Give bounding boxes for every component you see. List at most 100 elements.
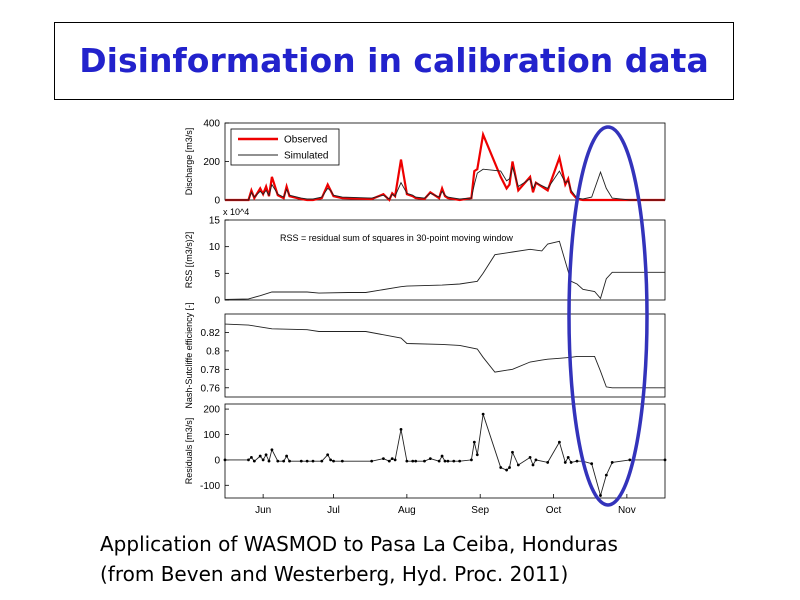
rss-series-rss [224,240,665,300]
highlight-ellipse [567,125,649,507]
residuals-point [452,459,456,463]
residuals-point [428,457,432,461]
residuals-point [370,459,374,463]
residuals-point [414,459,418,463]
residuals-point [472,440,476,444]
residuals-point [382,457,385,461]
title-box: Disinformation in calibration data [54,22,734,100]
nash-sutcliffe-ylabel: Nash-Sutcliffe efficiency [-] [184,302,194,408]
residuals-point [628,458,632,462]
residuals-point [252,459,256,463]
legend-label-observed: Observed [284,135,327,146]
xtick-label-jun: Jun [255,505,271,516]
discharge-ytick-label: 400 [203,119,220,130]
residuals-ytick-label: 200 [203,405,220,416]
residuals-point [531,463,535,467]
rss-axes-frame [224,219,666,301]
discharge-ytick-label: 200 [203,157,220,168]
residuals-point [458,459,462,463]
xtick-label-sep: Sep [471,505,489,516]
residuals-point [390,457,394,461]
xtick-label-oct: Oct [546,505,562,516]
residuals-point [276,459,280,463]
discharge-ytick-label: 0 [214,196,220,207]
residuals-point [393,458,397,462]
residuals-point [411,459,415,463]
residuals-point [247,458,250,462]
discharge-ylabel: Discharge [m3/s] [184,128,194,196]
residuals-point [599,494,602,497]
residuals-axes-frame [224,403,666,499]
residuals-point [405,459,409,463]
residuals-point [282,459,286,463]
slide-title: Disinformation in calibration data [79,41,709,80]
legend-box [230,128,340,166]
nash-sutcliffe-ytick-label: 0.78 [201,365,221,376]
residuals-point [332,459,335,463]
residuals-point [499,466,503,469]
nash-sutcliffe-ytick-label: 0.8 [206,346,220,357]
residuals-point [305,459,309,463]
residuals-point [505,468,508,472]
residuals-point [320,459,324,463]
residuals-point [258,454,262,458]
residuals-point [590,462,594,466]
residuals-point [610,461,614,464]
residuals-point [569,461,573,464]
residuals-point [528,455,532,459]
residuals-point [663,458,667,462]
residuals-point [270,448,274,452]
residuals-point [558,440,561,444]
residuals-point [511,450,514,454]
legend-label-simulated: Simulated [284,151,328,162]
residuals-point [311,459,315,463]
residuals-point [261,458,265,462]
xtick-label-nov: Nov [618,505,636,516]
rss-ytick-label: 0 [214,296,220,307]
residuals-point [534,458,538,462]
residuals-point [437,459,441,463]
residuals-point [481,412,485,416]
residuals-point [475,453,479,457]
residuals-point [250,455,253,459]
caption-line-2: (from Beven and Westerberg, Hyd. Proc. 2… [100,562,569,586]
discharge-series-simulated [225,165,665,201]
residuals-point [440,454,444,458]
residuals-point [329,458,332,462]
residuals-point [566,455,570,459]
residuals-point [604,473,608,477]
residuals-point [299,459,303,463]
residuals-point [387,459,391,463]
rss-ylabel: RSS [(m3/s)2] [184,232,194,289]
residuals-point [264,453,268,457]
rss-ytick-label: 5 [214,269,220,280]
caption-line-1: Application of WASMOD to Pasa La Ceiba, … [100,532,618,556]
residuals-point [516,463,520,467]
residuals-point [470,458,473,462]
nash-sutcliffe-ytick-label: 0.76 [201,383,221,394]
rss-ytick-label: 15 [209,216,221,227]
xtick-label-jul: Jul [327,505,340,516]
residuals-point [267,459,271,463]
residuals-point [563,461,567,464]
residuals-point [288,459,291,463]
residuals-point [508,466,511,469]
residuals-point [223,458,227,462]
nash-sutcliffe-ytick-label: 0.82 [201,328,221,339]
residuals-point [399,428,403,431]
residuals-point [546,461,550,464]
residuals-point [326,453,330,457]
xtick-label-aug: Aug [398,505,416,516]
residuals-ytick-label: -100 [200,481,220,492]
residuals-point [285,454,288,458]
nash-sutcliffe-series-efficiency [224,323,665,389]
residuals-ytick-label: 0 [214,455,220,466]
residuals-point [446,459,450,463]
residuals-point [575,459,579,463]
rss-annotation: RSS = residual sum of squares in 30-poin… [280,233,513,243]
rss-ytick-label: 10 [209,242,221,253]
residuals-point [443,459,447,463]
residuals-point [423,459,426,463]
residuals-ytick-label: 100 [203,430,220,441]
